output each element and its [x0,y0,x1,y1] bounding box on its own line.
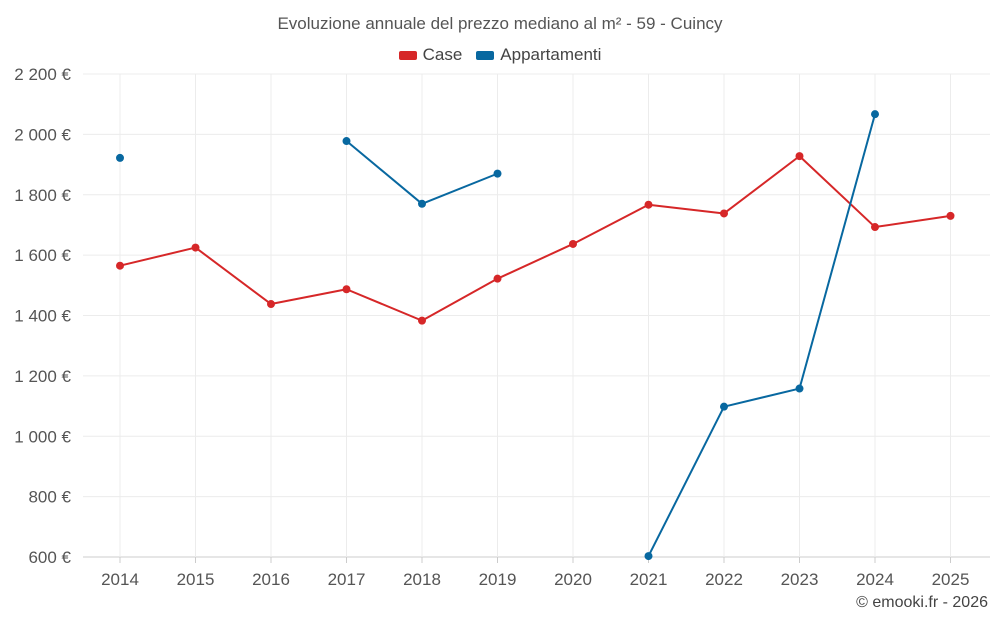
series-case-point [795,152,804,161]
y-tick-label: 1 800 € [14,186,71,205]
y-tick-label: 2 200 € [14,65,71,84]
legend-label-appartamenti: Appartamenti [500,45,602,64]
series-appartamenti-point [116,153,124,162]
x-tick-label: 2016 [252,570,290,589]
series-case-point [871,223,879,232]
x-tick-label: 2023 [781,570,819,589]
y-tick-label: 1 400 € [14,307,71,326]
series-case-point [116,261,124,270]
series-appartamenti-point [644,552,653,561]
credit-text: © emooki.fr - 2026 [856,594,988,611]
series-case-point [493,274,502,283]
series-appartamenti-point [418,199,426,208]
series-appartamenti-point [795,384,804,393]
series-case-point [191,243,200,252]
x-tick-label: 2018 [403,570,441,589]
x-tick-label: 2024 [856,570,894,589]
y-tick-label: 2 000 € [14,125,71,144]
x-tick-label: 2022 [705,570,743,589]
y-tick-label: 800 € [28,488,71,507]
x-tick-label: 2020 [554,570,592,589]
x-tick-label: 2019 [479,570,517,589]
legend-label-case: Case [422,45,463,64]
series-case-point [569,239,577,248]
x-tick-label: 2015 [177,570,215,589]
series-case-line [119,155,951,322]
y-tick-label: 1 600 € [14,246,71,265]
series-appartamenti-point [871,110,879,119]
series-case-point [720,209,728,218]
series-appartamenti-point [720,402,728,411]
series-appartamenti-point [493,169,502,178]
series-case-point [644,200,653,209]
y-tick-label: 600 € [28,548,71,567]
series-case-point [342,285,351,294]
legend-item-case[interactable]: Case [398,45,463,65]
y-tick-label: 1 000 € [14,427,71,446]
x-tick-label: 2021 [630,570,668,589]
x-tick-label: 2014 [101,570,139,589]
series-appartamenti-line [647,113,876,557]
x-tick-label: 2025 [932,570,970,589]
series-case-point [267,300,275,309]
legend-swatch-case [398,50,417,60]
series-case-point [418,316,426,325]
legend-swatch-appartamenti [476,50,495,60]
legend-item-appartamenti[interactable]: Appartamenti [476,45,601,65]
x-tick-label: 2017 [328,570,366,589]
series-case-point [946,211,955,220]
series-appartamenti-line [345,140,498,205]
legend: Case Appartamenti [0,45,1000,65]
series-appartamenti-point [342,137,351,146]
chart-title: Evoluzione annuale del prezzo mediano al… [277,14,723,33]
y-tick-label: 1 200 € [14,367,71,386]
